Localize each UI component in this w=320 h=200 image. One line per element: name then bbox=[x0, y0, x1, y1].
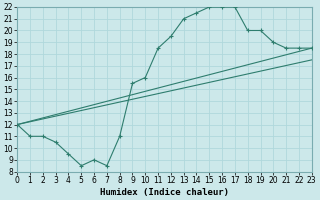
X-axis label: Humidex (Indice chaleur): Humidex (Indice chaleur) bbox=[100, 188, 229, 197]
